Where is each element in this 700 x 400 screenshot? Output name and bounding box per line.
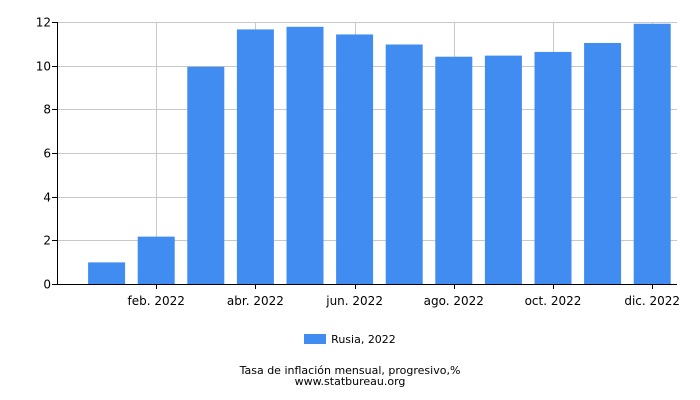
bar bbox=[236, 29, 274, 284]
y-tick-label: 8 bbox=[43, 103, 51, 117]
x-tick-label: ago. 2022 bbox=[424, 294, 484, 308]
x-tick-label: dic. 2022 bbox=[624, 294, 680, 308]
source-caption: www.statbureau.org bbox=[294, 375, 406, 388]
bar bbox=[88, 262, 126, 284]
bar bbox=[633, 23, 671, 284]
y-tick-label: 2 bbox=[43, 234, 51, 248]
bar bbox=[584, 42, 622, 285]
bar bbox=[286, 26, 324, 284]
bar bbox=[187, 66, 225, 284]
x-tick-label: abr. 2022 bbox=[227, 294, 284, 308]
chart: 0 2 4 6 8 10 12 feb. 2022 abr. 2022 jun. 2022 ago.… bbox=[36, 16, 680, 309]
axes bbox=[52, 22, 677, 289]
x-tick-label: feb. 2022 bbox=[127, 294, 184, 308]
bar bbox=[385, 44, 423, 284]
bar bbox=[534, 51, 572, 284]
bar bbox=[484, 55, 522, 284]
legend-label: Rusia, 2022 bbox=[331, 333, 396, 346]
bars bbox=[88, 23, 671, 285]
y-tick-label: 10 bbox=[36, 60, 51, 74]
bar bbox=[336, 34, 374, 284]
bar bbox=[137, 236, 175, 284]
tick-labels: 0 2 4 6 8 10 12 feb. 2022 abr. 2022 jun. 2022 ago.… bbox=[36, 16, 680, 309]
y-tick-label: 4 bbox=[43, 191, 51, 205]
x-tick-label: jun. 2022 bbox=[325, 294, 383, 308]
y-tick-label: 0 bbox=[43, 278, 51, 292]
legend: Rusia, 2022 bbox=[0, 333, 700, 347]
chart-caption: Tasa de inflación mensual, progresivo,% bbox=[239, 364, 461, 377]
x-tick-label: oct. 2022 bbox=[525, 294, 582, 308]
y-tick-label: 12 bbox=[36, 16, 51, 30]
bar bbox=[435, 56, 473, 285]
y-tick-label: 6 bbox=[43, 147, 51, 161]
legend-swatch bbox=[304, 334, 327, 344]
